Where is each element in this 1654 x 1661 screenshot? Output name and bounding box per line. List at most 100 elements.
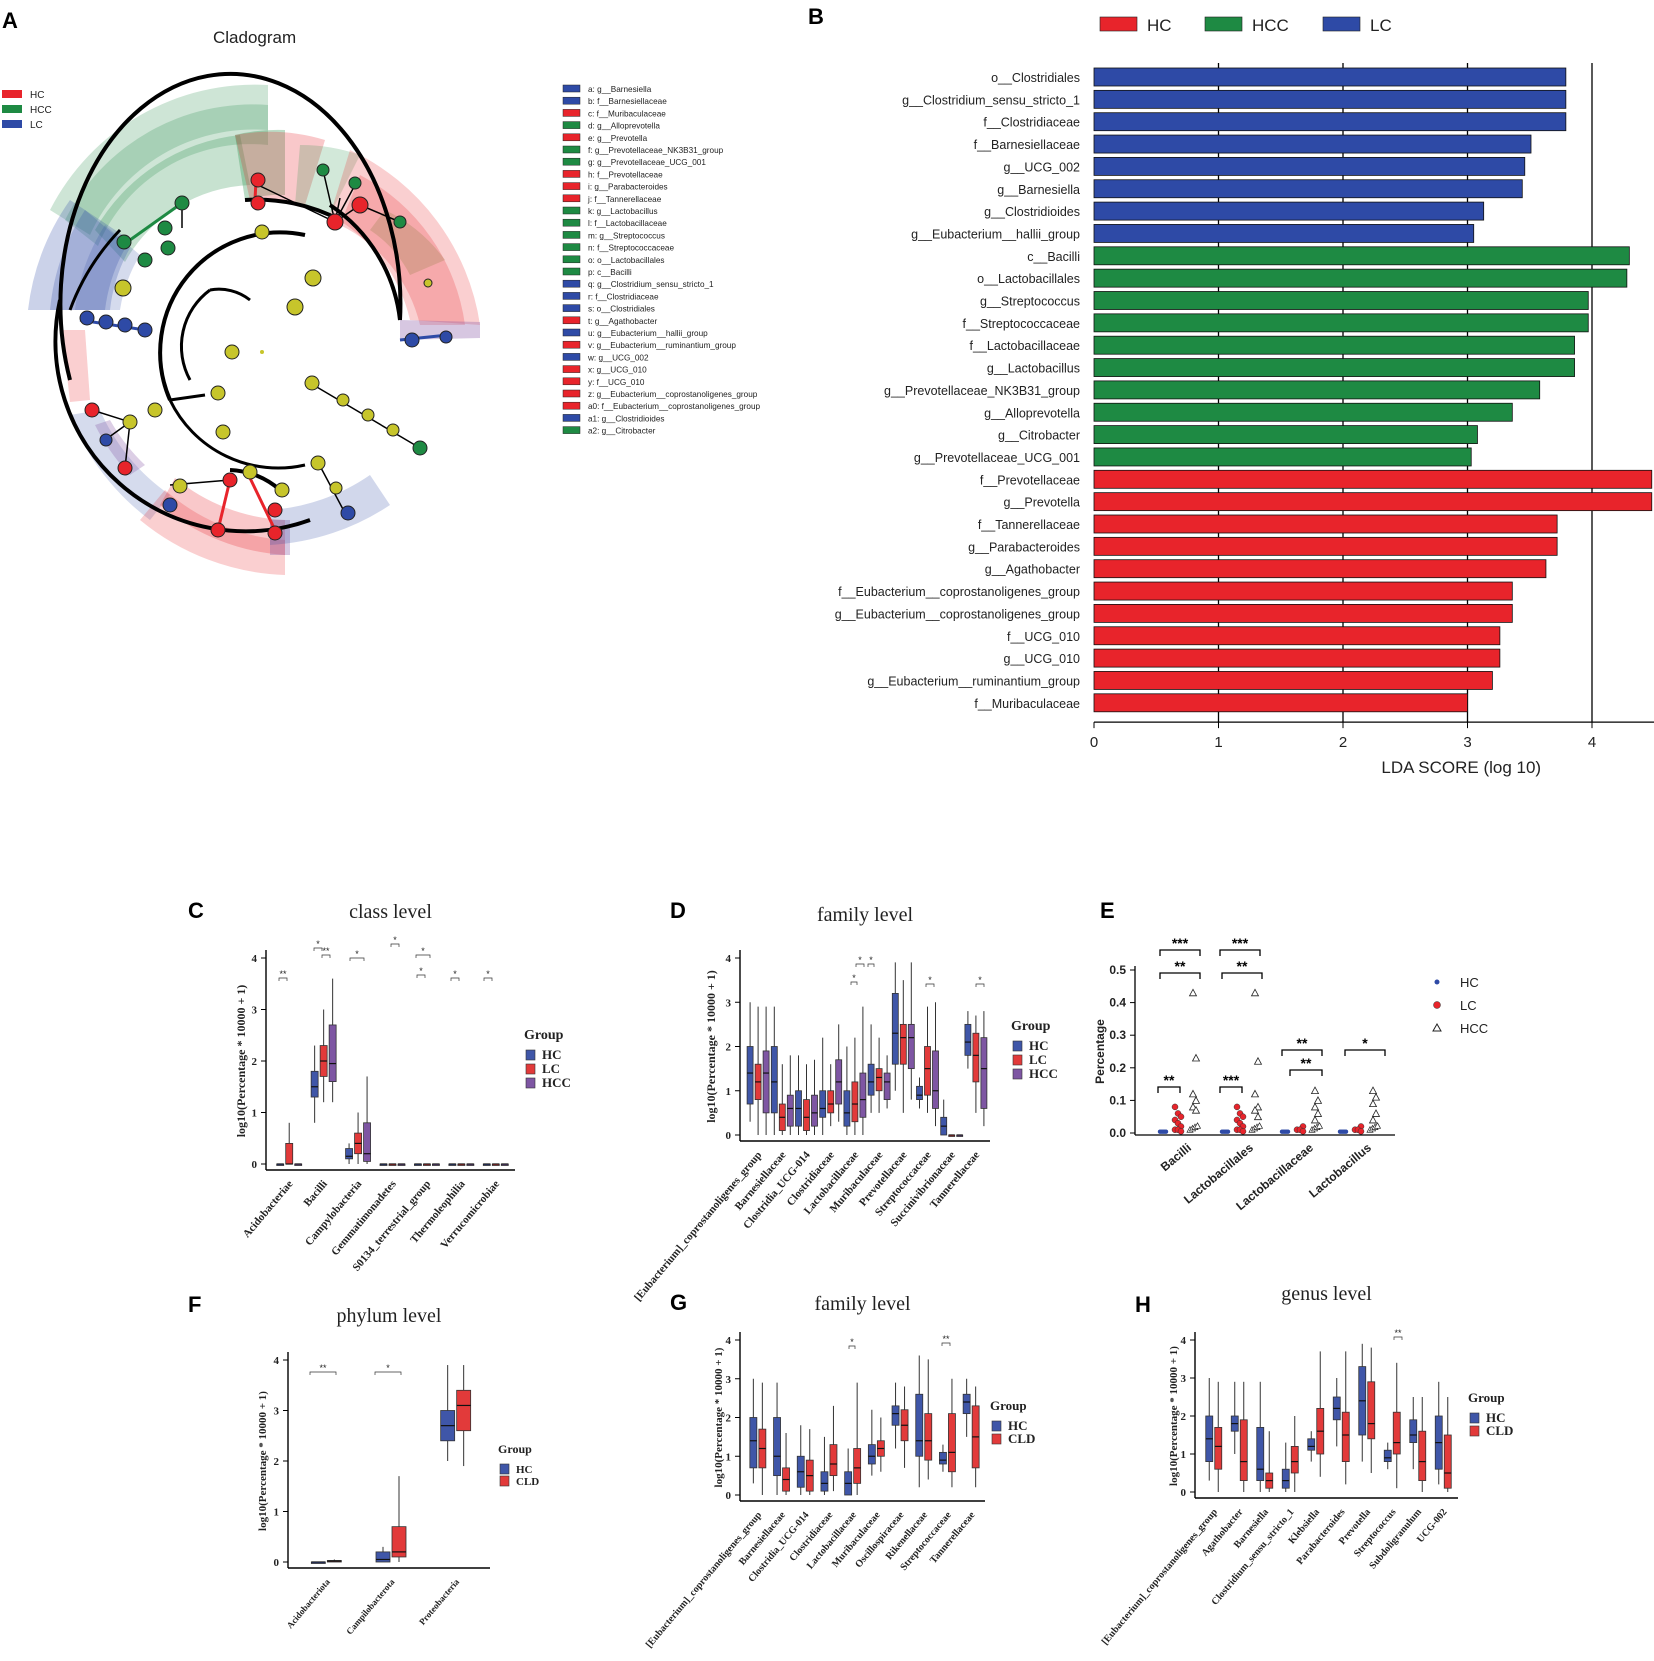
sig-bracket: [450, 977, 460, 981]
box-legend-label: HCC: [1029, 1066, 1058, 1081]
key-label: r: f__Clostridiaceae: [588, 292, 659, 301]
lda-category-label: g__Agathobacter: [985, 563, 1080, 577]
phylum-level-boxplot: phylum level 0 1 2 3 4 log10(Percentage * 1000…: [257, 1305, 539, 1636]
box-y-tick-label: 2: [1181, 1411, 1187, 1423]
box-legend-title: Group: [498, 1442, 532, 1456]
box-legend-title: Group: [524, 1028, 564, 1043]
sig-mark: **: [1394, 1328, 1402, 1338]
key-swatch: [562, 133, 581, 142]
sig-mark: *: [419, 966, 423, 976]
box-body: [939, 1451, 947, 1465]
scatter-sig-mark: ***: [1223, 1072, 1240, 1088]
box-body: [1392, 1411, 1401, 1455]
key-swatch: [562, 377, 581, 386]
scatter-point-hcc: [1193, 1122, 1202, 1129]
box-y-tick-label: 3: [726, 1374, 732, 1386]
scatter-point-hcc: [1250, 988, 1260, 997]
lda-category-label: f__Prevotellaceae: [980, 473, 1080, 487]
lda-category-label: g__Prevotellaceae_UCG_001: [914, 451, 1080, 465]
scatter-y-tick-label: 0.5: [1109, 963, 1126, 977]
sig-mark: *: [850, 1337, 854, 1347]
scatter-y-tick-label: 0.0: [1109, 1126, 1126, 1140]
lda-bar: [1093, 380, 1541, 400]
box-body: [1383, 1449, 1392, 1462]
lda-category-label: c__Bacilli: [1027, 250, 1080, 264]
box-category-label: Verrucomicrobiae: [438, 1178, 502, 1251]
lda-bar: [1093, 581, 1513, 601]
box-body: [853, 1448, 862, 1484]
lda-bar: [1093, 626, 1501, 646]
scatter-sig-bracket: [1281, 1049, 1323, 1056]
box-body: [1307, 1438, 1316, 1451]
scatter-legend-swatch-hcc: [1432, 1022, 1442, 1032]
scatter-point-hcc: [1188, 1089, 1198, 1098]
sig-bracket: [855, 963, 865, 967]
lda-category-label: g__Eubacterium__ruminantium_group: [867, 674, 1080, 688]
sig-mark: *: [869, 955, 873, 965]
scatter-legend-swatch-hc: [1434, 979, 1440, 985]
box-body: [972, 1032, 980, 1083]
box-body: [827, 1090, 835, 1114]
box-category-label: Proteobacteria: [417, 1576, 461, 1626]
scatter-y-tick-label: 0.4: [1109, 996, 1126, 1010]
cladogram-tree: [28, 71, 480, 575]
lda-category-label: f__Tannerellaceae: [978, 518, 1080, 532]
legend-swatch-lc: [2, 120, 22, 128]
scatter-sig-bracket: [1344, 1049, 1386, 1056]
legend-swatch-hcc: [2, 105, 22, 113]
sig-mark: **: [319, 1363, 327, 1373]
scatter-point-lc: [1177, 1128, 1185, 1135]
box-body: [285, 1143, 294, 1165]
box-body: [1256, 1427, 1265, 1482]
sig-bracket: [848, 1345, 856, 1349]
cladogram-legend: HC HCC LC: [2, 90, 52, 131]
key-label: j: f__Tannerellaceae: [587, 195, 662, 204]
lda-bar: [1093, 179, 1523, 199]
box-panel-title: class level: [349, 901, 432, 923]
key-label: s: o__Clostridiales: [588, 305, 655, 314]
box-legend-label: LC: [1029, 1052, 1047, 1067]
box-legend-swatch: [1012, 1054, 1023, 1066]
box-body: [391, 1526, 407, 1558]
class-level-boxplot: class level 0 1 2 3 4 log10(Percentage * 10000…: [234, 901, 571, 1274]
lda-category-label: g__Eubacterium__coprostanoligenes_group: [835, 607, 1080, 621]
key-label: y: f__UCG_010: [588, 378, 645, 387]
sig-mark: *: [421, 946, 425, 956]
lda-bar: [1093, 671, 1493, 690]
box-body: [1367, 1381, 1376, 1440]
box-body: [829, 1444, 838, 1477]
key-swatch: [562, 145, 581, 154]
sig-mark: **: [322, 946, 330, 956]
box-body: [773, 1417, 781, 1477]
box-y-tick-label: 3: [252, 1005, 258, 1017]
box-body: [851, 1081, 859, 1123]
box-body: [1341, 1411, 1350, 1462]
box-category-label: Acidobacteriae: [241, 1178, 296, 1240]
box-body: [1214, 1427, 1223, 1470]
key-label: c: f__Muribaculaceae: [588, 109, 666, 118]
lda-legend-label-hcc: HCC: [1252, 16, 1289, 35]
lda-category-label: g__Alloprevotella: [984, 406, 1080, 420]
box-body: [820, 1471, 829, 1492]
lda-category-label: g__Parabacteroides: [968, 540, 1080, 554]
key-label: e: g__Prevotella: [588, 134, 648, 143]
key-swatch: [562, 255, 581, 264]
box-y-axis-title: log10(Percentage * 10000 + 1): [1168, 1346, 1180, 1486]
box-body: [770, 1046, 778, 1114]
scatter-sig-bracket: [1159, 949, 1201, 956]
box-body: [883, 1072, 891, 1101]
key-swatch: [562, 218, 581, 227]
key-swatch: [562, 109, 581, 117]
scatter-sig-mark: **: [1175, 958, 1186, 974]
box-body: [867, 1063, 875, 1096]
scatter-point-hcc: [1255, 1122, 1264, 1129]
key-swatch: [562, 414, 581, 422]
lda-category-label: g__Streptococcus: [980, 295, 1080, 309]
lda-x-axis-title: LDA SCORE (log 10): [1381, 758, 1541, 777]
scatter-point-hcc: [1313, 1096, 1323, 1104]
key-swatch: [562, 353, 581, 361]
scatter-point-hcc: [1373, 1122, 1382, 1129]
box-body: [962, 1393, 971, 1415]
box-body: [891, 1405, 900, 1426]
scatter-point-hcc: [1368, 1086, 1378, 1095]
